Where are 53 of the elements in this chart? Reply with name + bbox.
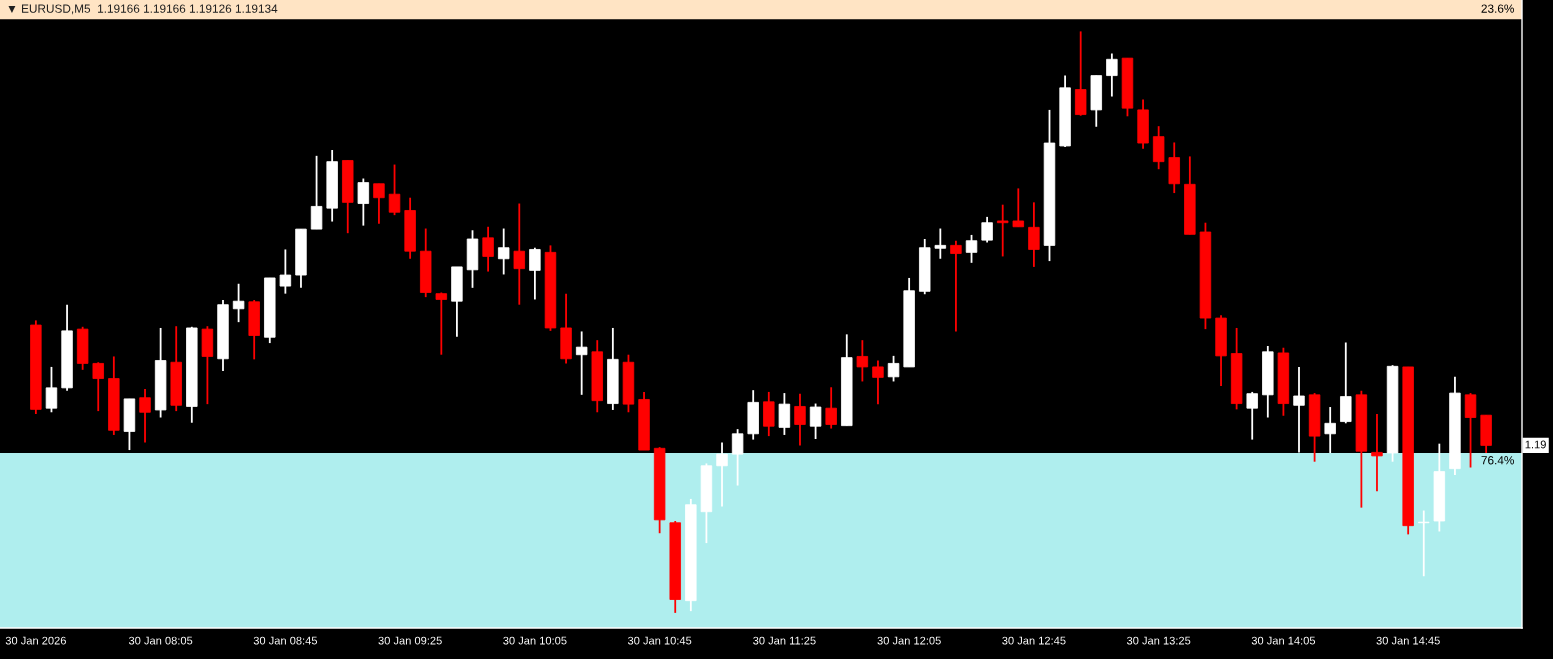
candlestick bbox=[388, 163, 401, 217]
x-tick-label: 30 Jan 10:05 bbox=[503, 636, 567, 645]
candlestick bbox=[778, 392, 791, 436]
candlestick bbox=[279, 248, 292, 295]
x-tick-label: 30 Jan 14:05 bbox=[1251, 636, 1316, 645]
candlestick bbox=[482, 225, 494, 273]
chart-title: ▼ EURUSD,M5 1.19166 1.19166 1.19126 1.19134 bbox=[8, 4, 278, 15]
candlestick bbox=[1293, 366, 1305, 454]
x-tick-label: 30 Jan 11:25 bbox=[753, 636, 816, 645]
candlestick bbox=[950, 239, 962, 333]
x-tick-label: 30 Jan 14:45 bbox=[1376, 636, 1440, 645]
x-tick-label: 30 Jan 08:45 bbox=[253, 636, 318, 645]
x-tick-label: 30 Jan 2026 bbox=[5, 636, 66, 645]
x-tick-label: 30 Jan 09:25 bbox=[378, 636, 442, 645]
candlestick bbox=[1106, 52, 1118, 98]
candlestick bbox=[45, 366, 58, 414]
candlestick bbox=[529, 246, 541, 301]
band-label: 23.6% bbox=[1481, 4, 1514, 13]
candlestick bbox=[809, 402, 822, 440]
x-tick-label: 30 Jan 08:05 bbox=[128, 636, 193, 645]
candlestick bbox=[965, 234, 978, 264]
candlestick bbox=[435, 291, 448, 356]
candlestick bbox=[92, 361, 104, 413]
candlestick bbox=[981, 215, 993, 244]
x-tick-label: 30 Jan 12:05 bbox=[877, 636, 941, 645]
candlestick bbox=[794, 392, 806, 447]
x-tick-label: 30 Jan 10:45 bbox=[627, 636, 692, 645]
candlestick bbox=[232, 282, 245, 324]
candlestick bbox=[1371, 413, 1383, 493]
candlestick bbox=[716, 441, 728, 508]
candlestick bbox=[1028, 201, 1040, 268]
candlestick bbox=[1324, 406, 1336, 454]
candlestick bbox=[825, 386, 837, 430]
candlestick bbox=[497, 227, 510, 276]
text: 1.19 bbox=[1525, 440, 1546, 449]
candlestick bbox=[731, 428, 744, 487]
candlestick bbox=[872, 359, 884, 406]
candlestick bbox=[513, 202, 526, 306]
band-label: 76.4% bbox=[1481, 456, 1514, 465]
candlestick bbox=[139, 388, 151, 444]
candlestick bbox=[1246, 391, 1258, 441]
candlestick bbox=[373, 182, 385, 225]
candlestick bbox=[887, 354, 900, 383]
candlestick bbox=[357, 177, 370, 227]
x-tick-label: 30 Jan 13:25 bbox=[1126, 636, 1191, 645]
candlestick bbox=[1012, 187, 1025, 228]
candlestick bbox=[856, 339, 869, 383]
candlestick bbox=[934, 227, 947, 260]
candlestick bbox=[1464, 392, 1477, 469]
x-tick-label: 30 Jan 12:45 bbox=[1002, 636, 1066, 645]
candlestick bbox=[310, 154, 323, 231]
candlestick bbox=[996, 203, 1009, 258]
candlestick bbox=[575, 330, 588, 396]
